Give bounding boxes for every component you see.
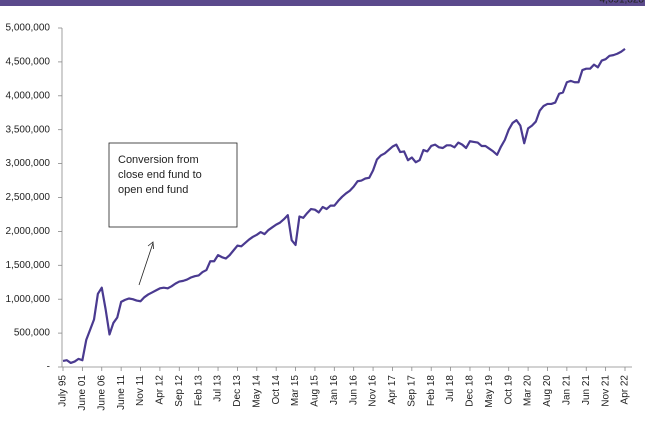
y-tick-label: 5,000,000 (6, 23, 51, 34)
x-tick-label: Sep 17 (406, 375, 417, 407)
x-tick-label: Nov 21 (600, 375, 611, 407)
x-tick-label: Dec 18 (465, 375, 476, 407)
x-tick-label: Sep 12 (174, 375, 185, 407)
x-tick-label: Jun 21 (581, 375, 592, 405)
y-tick-label: 2,500,000 (6, 192, 51, 203)
value-label: 4,691,828 (600, 0, 645, 6)
x-tick-label: Nov 11 (135, 375, 146, 406)
arrow-head (147, 241, 154, 250)
top-band (0, 0, 645, 6)
x-tick-label: May 14 (251, 375, 262, 408)
x-tick-label: Mar 20 (523, 375, 534, 407)
x-tick-label: May 19 (484, 375, 495, 408)
x-tick-label: July 95 (58, 375, 69, 407)
y-tick-label: 4,500,000 (6, 57, 51, 68)
x-tick-label: Apr 17 (387, 375, 398, 405)
y-tick-label: 1,500,000 (6, 260, 51, 271)
y-tick-label: 2,000,000 (6, 226, 51, 237)
annotation-line: Conversion from (118, 154, 199, 166)
x-tick-label: June 11 (116, 375, 127, 410)
y-tick-label: - (47, 362, 50, 373)
x-tick-label: Nov 16 (368, 375, 379, 407)
annotation-line: close end fund to (118, 169, 202, 181)
annotation-line: open end fund (118, 184, 188, 196)
y-tick-label: 1,000,000 (6, 294, 51, 305)
x-tick-label: Mar 15 (290, 375, 301, 407)
y-tick-label: 3,500,000 (6, 124, 51, 135)
x-tick-label: Oct 14 (271, 375, 282, 405)
x-tick-label: Jan 16 (329, 375, 340, 405)
x-tick-label: Jul 18 (445, 375, 456, 402)
x-tick-label: June 01 (77, 375, 88, 411)
x-tick-label: Jul 13 (213, 375, 224, 402)
x-tick-label: Jan 21 (562, 375, 573, 405)
x-tick-label: Dec 13 (232, 375, 243, 407)
x-tick-label: Jun 16 (348, 375, 359, 405)
annotation-arrow (138, 242, 154, 286)
annotation-box (108, 142, 238, 228)
y-tick-label: 4,000,000 (6, 90, 51, 101)
y-tick-label: 500,000 (14, 328, 51, 339)
x-tick-label: Apr 12 (155, 375, 166, 405)
x-tick-label: June 06 (96, 375, 107, 411)
x-tick-label: Feb 13 (193, 375, 204, 407)
x-tick-label: Aug 20 (542, 375, 553, 407)
x-tick-label: Aug 15 (310, 375, 321, 407)
y-tick-label: 3,000,000 (6, 158, 51, 169)
x-tick-label: Oct 19 (503, 375, 514, 405)
x-tick-label: Feb 18 (426, 375, 437, 407)
data-line (62, 48, 626, 365)
x-tick-label: Apr 22 (620, 375, 631, 405)
